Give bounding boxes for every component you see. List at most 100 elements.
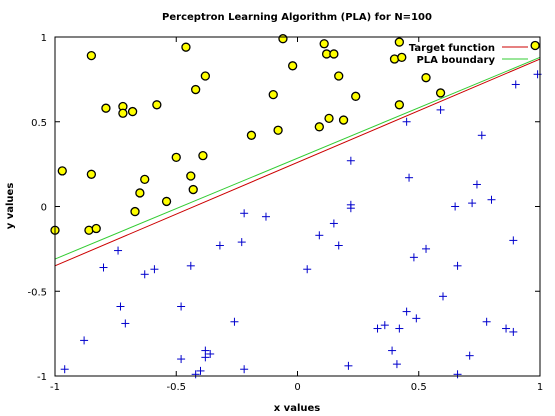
- positive-point: [171, 152, 181, 162]
- positive-point: [198, 150, 208, 161]
- negative-point: [472, 180, 481, 189]
- negative-point: [346, 204, 355, 213]
- negative-point: [196, 366, 205, 375]
- positive-point: [421, 73, 431, 83]
- negative-point: [380, 321, 389, 330]
- positive-point: [86, 169, 97, 179]
- positive-point: [268, 89, 278, 100]
- positive-point: [278, 34, 288, 44]
- x-tick-label: -1: [50, 382, 60, 393]
- negative-point: [140, 270, 149, 279]
- negative-point: [114, 246, 123, 255]
- negative-point: [201, 346, 210, 355]
- negative-point: [395, 324, 404, 333]
- positive-point: [188, 184, 198, 195]
- negative-point: [329, 219, 338, 228]
- positive-point: [86, 50, 97, 61]
- negative-point: [206, 349, 215, 358]
- negative-point: [373, 324, 382, 333]
- negative-point: [60, 365, 69, 374]
- negative-point: [80, 336, 89, 345]
- negative-point: [465, 351, 474, 360]
- negative-point: [477, 131, 486, 140]
- negative-point: [177, 355, 186, 364]
- negative-point: [392, 360, 401, 369]
- y-tick-label: 0.5: [31, 118, 47, 129]
- plot-area: [50, 34, 542, 379]
- negative-point: [439, 292, 447, 301]
- positive-point: [101, 103, 111, 113]
- x-tick-label: 1: [537, 382, 543, 393]
- positive-point: [130, 206, 140, 217]
- negative-point: [303, 265, 312, 274]
- positive-point: [127, 106, 138, 117]
- negative-point: [261, 212, 270, 221]
- negative-point: [215, 241, 224, 250]
- negative-point: [334, 241, 343, 250]
- negative-point: [422, 244, 431, 253]
- negative-point: [453, 370, 462, 379]
- negative-point: [453, 261, 462, 270]
- negative-point: [509, 327, 518, 336]
- negative-point: [150, 265, 159, 274]
- negative-point: [405, 173, 414, 182]
- positive-point: [530, 40, 540, 51]
- pla-boundary-line: [54, 56, 541, 260]
- positive-point: [91, 223, 101, 234]
- negative-point: [509, 236, 518, 245]
- positive-point: [246, 130, 257, 140]
- positive-point: [161, 196, 172, 207]
- negative-point: [121, 319, 130, 328]
- negative-point: [240, 209, 249, 218]
- negative-point: [388, 346, 397, 355]
- x-tick-label: 0: [294, 382, 300, 393]
- negative-point: [412, 314, 421, 323]
- negative-point: [191, 370, 200, 379]
- positive-point: [200, 71, 211, 81]
- positive-point: [397, 52, 407, 62]
- negative-point: [99, 263, 108, 272]
- legend-label-target-function: Target function: [409, 43, 495, 54]
- negative-point: [237, 238, 246, 247]
- negative-point: [201, 353, 210, 362]
- y-tick-label: -1: [37, 372, 47, 383]
- negative-point: [402, 307, 411, 316]
- positive-point: [329, 49, 339, 59]
- positive-point: [57, 166, 67, 176]
- positive-point: [435, 88, 446, 98]
- positive-point: [140, 174, 150, 185]
- chart-title: Perceptron Learning Algorithm (PLA) for …: [162, 12, 432, 23]
- axis-ticks: -1 -0.5 0 0.5 1 -1 -0.5 0 0.5 1: [27, 33, 543, 393]
- x-tick-label: -0.5: [166, 382, 186, 393]
- positive-point: [351, 91, 361, 101]
- positive-point: [190, 84, 201, 95]
- negative-point: [409, 253, 418, 262]
- positive-point: [273, 125, 283, 135]
- positive-point: [319, 39, 329, 49]
- negative-point: [177, 302, 186, 311]
- positive-point: [394, 100, 405, 110]
- y-axis-label: y values: [5, 183, 16, 230]
- negative-point: [436, 105, 445, 114]
- legend-label-pla-boundary: PLA boundary: [416, 55, 495, 66]
- x-axis-label: x values: [274, 403, 321, 414]
- y-tick-label: 0: [41, 203, 47, 214]
- y-tick-label: -0.5: [27, 287, 47, 298]
- positive-point: [338, 115, 349, 125]
- positive-point: [118, 108, 128, 118]
- positive-point: [287, 61, 298, 71]
- negative-point: [402, 117, 411, 126]
- positive-point: [324, 113, 334, 124]
- positive-point: [152, 100, 162, 110]
- target-function-line: [54, 58, 541, 267]
- negative-point: [230, 317, 239, 326]
- positive-point: [314, 122, 324, 132]
- negative-point: [116, 302, 125, 311]
- x-tick-label: 0.5: [411, 382, 427, 393]
- negative-point: [240, 365, 249, 374]
- positive-point: [394, 37, 405, 47]
- negative-point: [468, 199, 477, 208]
- negative-point: [346, 156, 355, 165]
